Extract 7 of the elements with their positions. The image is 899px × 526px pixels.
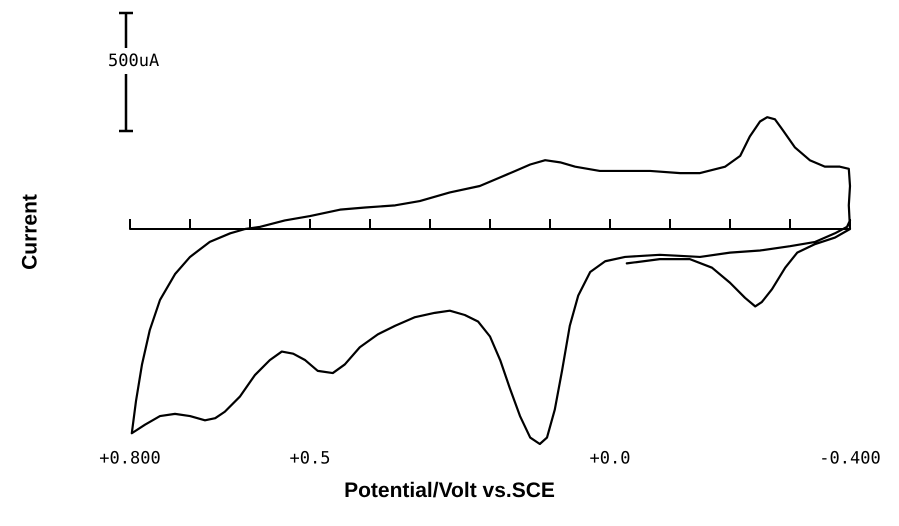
x-axis-title: Potential/Volt vs.SCE (344, 479, 555, 502)
x-tick-label: +0.0 (590, 448, 630, 468)
x-tick-label: +0.800 (99, 448, 161, 468)
x-tick-label: -0.400 (819, 448, 881, 468)
y-axis-title: Current (18, 194, 42, 270)
text: 500uA (108, 48, 160, 74)
x-tick-label: +0.5 (290, 448, 330, 468)
